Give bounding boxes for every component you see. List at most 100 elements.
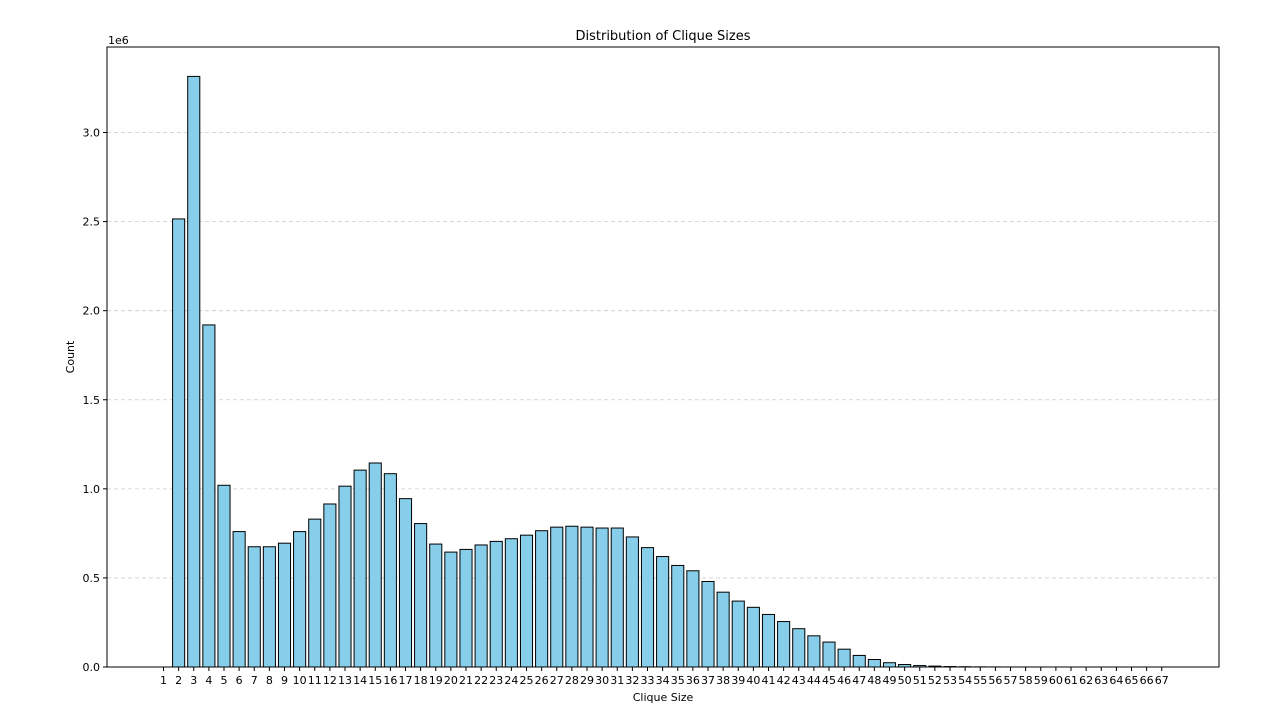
x-tick-label: 19 [429, 674, 443, 687]
x-tick-label: 48 [867, 674, 881, 687]
x-tick-label: 63 [1094, 674, 1108, 687]
bar-47 [852, 654, 866, 668]
bar-16 [383, 473, 397, 668]
bar-13 [338, 485, 352, 668]
x-tick-label: 31 [610, 674, 624, 687]
x-tick-label: 58 [1019, 674, 1033, 687]
bar-44 [807, 635, 821, 668]
x-tick-label: 60 [1049, 674, 1063, 687]
bar-20 [444, 551, 458, 668]
x-tick-label: 6 [236, 674, 243, 687]
x-tick-label: 53 [943, 674, 957, 687]
x-tick-label: 67 [1155, 674, 1169, 687]
y-tick-label: 3.0 [83, 127, 101, 140]
x-tick-label: 46 [837, 674, 851, 687]
bar-6 [232, 531, 246, 668]
x-tick-label: 23 [489, 674, 503, 687]
bar-41 [761, 613, 776, 668]
bar-29 [580, 526, 594, 668]
x-tick-label: 20 [444, 674, 458, 687]
bar-32 [625, 536, 639, 668]
bar-40 [746, 606, 760, 668]
bar-48 [867, 659, 881, 668]
x-tick-label: 66 [1140, 674, 1154, 687]
x-tick-label: 47 [852, 674, 866, 687]
bar-34 [656, 556, 670, 668]
x-tick-label: 54 [958, 674, 972, 687]
bar-42 [777, 621, 791, 668]
y-tick-label: 1.5 [83, 394, 101, 407]
x-tick-label: 29 [580, 674, 594, 687]
x-tick-label: 55 [973, 674, 987, 687]
bar-5 [217, 484, 231, 668]
x-tick-label: 35 [671, 674, 685, 687]
x-tick-label: 14 [353, 674, 367, 687]
y-axis-label: Count [64, 340, 77, 373]
x-tick-label: 59 [1034, 674, 1048, 687]
x-tick-label: 34 [656, 674, 670, 687]
bar-38 [716, 591, 730, 668]
bar-7 [247, 546, 261, 668]
bar-18 [414, 523, 428, 668]
x-tick-label: 42 [777, 674, 791, 687]
x-tick-label: 32 [625, 674, 639, 687]
bar-17 [398, 498, 413, 668]
y-multiplier-label: 1e6 [108, 34, 129, 47]
x-tick-label: 40 [746, 674, 760, 687]
x-tick-label: 3 [190, 674, 197, 687]
bar-21 [459, 548, 473, 668]
x-tick-label: 24 [504, 674, 518, 687]
x-axis-label: Clique Size [633, 691, 694, 704]
x-tick-label: 21 [459, 674, 473, 687]
x-tick-label: 22 [474, 674, 488, 687]
x-tick-label: 62 [1079, 674, 1093, 687]
x-ticks: 1 2 3 4 5 6 7 8 9 10 11 12 13 14 15 16 17 18 19 20 21 22 23 24 2… [160, 667, 1169, 687]
bar-27 [550, 526, 564, 668]
bar-10 [293, 531, 307, 668]
y-ticks: 0.0 0.5 1.0 1.5 2.0 2.5 3.0 [83, 127, 107, 674]
x-tick-label: 15 [368, 674, 382, 687]
y-tick-label: 2.0 [83, 305, 101, 318]
bar-28 [565, 525, 579, 668]
x-tick-label: 5 [221, 674, 228, 687]
x-tick-label: 39 [731, 674, 745, 687]
x-tick-label: 11 [308, 674, 322, 687]
bar-33 [640, 547, 655, 668]
x-tick-label: 44 [807, 674, 821, 687]
bar-30 [595, 527, 609, 668]
x-tick-label: 65 [1125, 674, 1139, 687]
bar-35 [671, 564, 685, 668]
x-tick-label: 64 [1109, 674, 1123, 687]
bar-2 [172, 218, 186, 668]
x-tick-label: 16 [383, 674, 397, 687]
bar-49 [882, 662, 897, 668]
x-tick-label: 38 [716, 674, 730, 687]
y-tick-label: 0.0 [83, 661, 101, 674]
x-tick-label: 52 [928, 674, 942, 687]
x-tick-label: 12 [323, 674, 337, 687]
x-tick-label: 9 [281, 674, 288, 687]
x-tick-label: 57 [1004, 674, 1018, 687]
bar-4 [202, 324, 216, 668]
bars [172, 75, 1169, 668]
x-tick-label: 7 [251, 674, 258, 687]
x-tick-label: 36 [686, 674, 700, 687]
bar-3 [187, 75, 201, 668]
bar-11 [308, 518, 322, 668]
bar-39 [731, 600, 745, 668]
bar-14 [353, 469, 367, 668]
x-tick-label: 41 [762, 674, 776, 687]
x-tick-label: 1 [160, 674, 167, 687]
bar-45 [822, 641, 836, 668]
bar-15 [368, 462, 382, 668]
x-tick-label: 49 [883, 674, 897, 687]
x-tick-label: 10 [293, 674, 307, 687]
bar-43 [792, 628, 806, 668]
bar-25 [519, 534, 534, 668]
x-tick-label: 13 [338, 674, 352, 687]
bar-31 [610, 527, 624, 668]
x-tick-label: 18 [414, 674, 428, 687]
y-tick-label: 0.5 [83, 572, 101, 585]
bar-26 [535, 530, 549, 668]
